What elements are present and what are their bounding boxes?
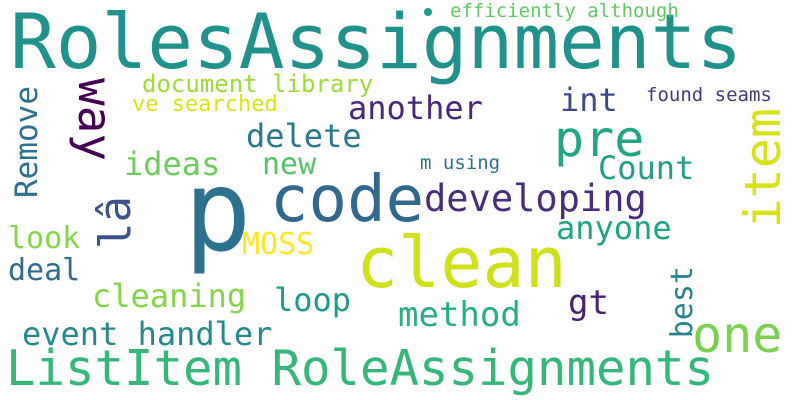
word-remove: Remove <box>9 86 45 198</box>
word-cleaning: cleaning <box>92 277 247 315</box>
word-ideas: ideas <box>124 145 221 183</box>
word-int: int <box>560 81 618 119</box>
word-best: best <box>665 266 700 339</box>
word-another: another <box>348 89 483 127</box>
word-item: item <box>734 108 792 229</box>
word-la: lâ <box>90 196 141 249</box>
word-found-seams: found seams <box>646 84 772 106</box>
word-p: p <box>184 147 252 277</box>
word-listitem-roleassignments: ListItem RoleAssignments <box>6 340 715 397</box>
word-pre: pre <box>554 110 645 168</box>
word-efficiently-although: efficiently although <box>450 0 679 22</box>
word-look: look <box>8 221 81 256</box>
word-loop: loop <box>274 281 352 319</box>
word-moss: MOSS <box>242 227 315 262</box>
word-m-using: m using <box>420 152 501 174</box>
word-event-handler: event handler <box>22 315 273 353</box>
word-developing: developing <box>424 177 647 220</box>
word-count: Count <box>598 149 695 187</box>
word-ve-searched: ve searched <box>132 92 278 117</box>
word-anyone: anyone <box>556 209 672 247</box>
word-rolesassignments: RolesAssignments <box>10 0 743 86</box>
dot-mark <box>424 8 432 16</box>
word-deal: deal <box>8 253 81 288</box>
word-document-library: document library <box>142 70 374 98</box>
word-way: way <box>68 78 122 162</box>
word-clean: clean <box>356 222 567 304</box>
word-method: method <box>398 295 521 335</box>
word-one: one <box>692 306 783 364</box>
word-gt: gt <box>568 283 609 323</box>
word-delete: delete <box>246 117 362 155</box>
word-new: new <box>262 147 317 182</box>
word-code: code <box>270 163 425 237</box>
